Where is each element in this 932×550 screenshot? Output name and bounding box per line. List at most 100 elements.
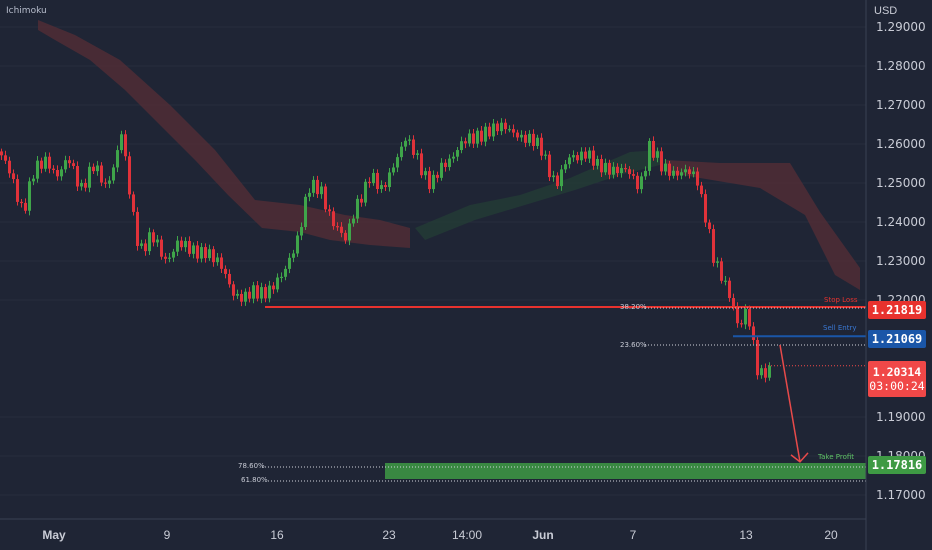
x-tick-label: Jun	[532, 528, 554, 542]
candle-body	[352, 218, 355, 224]
candle-body	[740, 323, 743, 325]
y-tick-label: 1.29000	[876, 20, 926, 34]
candle-body	[496, 123, 499, 132]
candle-body	[556, 175, 559, 187]
candle-body	[608, 162, 611, 175]
candle-body	[488, 126, 491, 137]
candle-body	[332, 211, 335, 227]
candle-body	[260, 287, 263, 299]
candle-body	[700, 185, 703, 195]
sell-entry-price: 1.21069	[871, 332, 923, 346]
take-profit-label: Take Profit	[818, 453, 855, 461]
candle-body	[100, 165, 103, 183]
candle-body	[28, 181, 31, 211]
candle-body	[328, 209, 331, 212]
candle-body	[604, 162, 607, 173]
sell-entry-price-tag: 1.21069	[868, 330, 926, 348]
candle-body	[500, 122, 503, 132]
candle-body	[504, 122, 507, 130]
candle-body	[732, 298, 735, 307]
candle-body	[576, 155, 579, 161]
candle-body	[564, 164, 567, 170]
candle-body	[136, 211, 139, 246]
candle-body	[760, 368, 763, 376]
candle-body	[256, 285, 259, 299]
grid	[0, 26, 866, 496]
candle-body	[548, 154, 551, 178]
y-tick-label: 1.25000	[876, 176, 926, 190]
candle-body	[196, 245, 199, 259]
candle-body	[40, 160, 43, 169]
candle-body	[320, 186, 323, 195]
x-tick-label: 23	[382, 528, 396, 542]
indicator-label[interactable]: Ichimoku	[6, 6, 47, 16]
ichimoku-cloud	[38, 20, 860, 290]
candle-body	[72, 163, 75, 167]
candle-body	[484, 126, 487, 142]
candle-body	[252, 285, 255, 299]
candle-body	[648, 140, 651, 171]
candle-body	[492, 123, 495, 137]
candle-body	[292, 253, 295, 258]
fib-label-78: 78.60%	[238, 462, 265, 470]
candle-body	[204, 247, 207, 259]
candle-body	[580, 151, 583, 161]
candle-body	[128, 156, 131, 195]
candle-body	[408, 139, 411, 141]
y-tick-label: 1.27000	[876, 98, 926, 112]
candle-body	[48, 156, 51, 169]
candle-body	[588, 150, 591, 159]
candle-body	[0, 151, 3, 156]
y-tick-label: 1.28000	[876, 59, 926, 73]
candle-body	[652, 140, 655, 158]
candle-body	[592, 150, 595, 166]
candle-body	[692, 171, 695, 175]
candle-body	[96, 165, 99, 172]
y-tick-label: 1.24000	[876, 215, 926, 229]
candle-body	[432, 174, 435, 190]
candle-body	[520, 134, 523, 138]
countdown-timer: 03:00:24	[869, 379, 925, 393]
candle-body	[208, 249, 211, 259]
candle-body	[480, 130, 483, 142]
candle-body	[668, 163, 671, 176]
fib-label-61: 61.80%	[241, 476, 268, 484]
candle-body	[296, 235, 299, 254]
candle-body	[124, 134, 127, 157]
candle-body	[224, 268, 227, 274]
x-tick-label: 13	[739, 528, 753, 542]
y-tick-label: 1.26000	[876, 137, 926, 151]
candle-body	[572, 155, 575, 158]
y-tick-label: 1.17000	[876, 488, 926, 502]
candle-body	[8, 160, 11, 174]
candle-body	[656, 151, 659, 158]
candle-body	[4, 155, 7, 161]
candle-body	[152, 232, 155, 243]
candle-body	[704, 194, 707, 223]
candle-body	[24, 202, 27, 211]
candle-body	[736, 306, 739, 324]
candle-body	[84, 182, 87, 188]
take-profit-zone	[385, 463, 866, 479]
x-tick-label: 7	[629, 528, 637, 542]
candle-body	[112, 167, 115, 181]
candle-body	[628, 169, 631, 175]
candle-body	[376, 172, 379, 190]
candle-body	[544, 154, 547, 156]
x-tick-label: 14:00	[451, 528, 483, 542]
cloud-region	[38, 20, 410, 248]
candle-body	[396, 157, 399, 168]
candle-body	[508, 129, 511, 131]
candle-body	[56, 169, 59, 177]
candle-body	[676, 170, 679, 176]
candle-body	[240, 293, 243, 302]
candle-body	[456, 150, 459, 157]
candle-body	[384, 185, 387, 188]
candle-body	[144, 243, 147, 252]
candle-body	[140, 243, 143, 246]
candle-body	[748, 308, 751, 327]
candle-body	[348, 223, 351, 241]
candle-body	[280, 276, 283, 279]
candle-body	[444, 162, 447, 168]
